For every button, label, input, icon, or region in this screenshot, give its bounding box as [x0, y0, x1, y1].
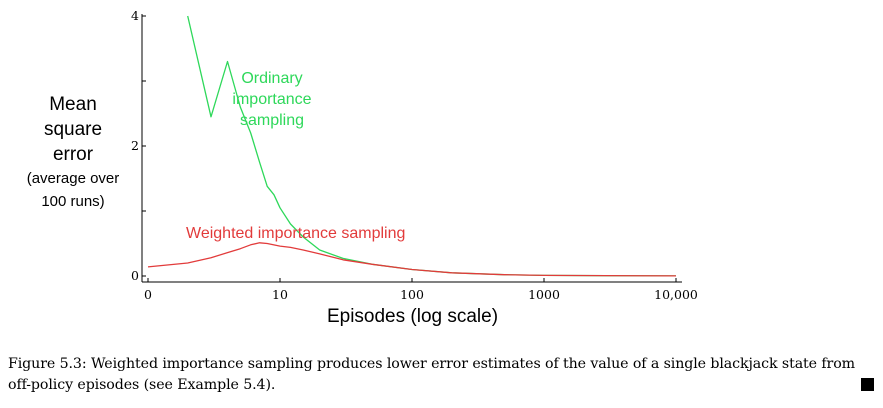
end-of-example-square — [861, 378, 874, 391]
y-tick-label-0: 0 — [131, 268, 139, 283]
x-tick-label-3: 1000 — [528, 287, 560, 302]
y-tick-label-2: 2 — [131, 138, 139, 153]
series-label-weighted-line-1: Weighted importance sampling — [186, 225, 406, 242]
x-tick-label-0: 0 — [144, 287, 152, 302]
series-label-ordinary: Ordinary importance sampling — [224, 68, 320, 131]
y-tick-label-4: 4 — [131, 8, 139, 23]
chart: 0 2 4 0 10 100 1000 10,000 — [131, 8, 698, 302]
x-tick-label-4: 10,000 — [654, 287, 698, 302]
series-label-ordinary-line-3: sampling — [239, 112, 305, 129]
x-axis-label: Episodes (log scale) — [326, 306, 499, 327]
y-axis-sublabel-line-1: (average over — [26, 170, 120, 187]
x-tick-label-1: 10 — [272, 287, 288, 302]
series-line-1 — [147, 242, 677, 277]
x-tick-label-2: 100 — [400, 287, 424, 302]
caption-label: Figure 5.3: — [8, 356, 87, 372]
series-layer — [147, 15, 677, 277]
series-label-weighted: Weighted importance sampling — [186, 223, 426, 244]
caption-text: Weighted importance sampling produces lo… — [8, 356, 855, 393]
axes: 0 2 4 0 10 100 1000 10,000 — [131, 8, 698, 302]
figure-caption: Figure 5.3: Weighted importance sampling… — [8, 354, 876, 396]
series-label-ordinary-line-1: Ordinary — [241, 70, 303, 87]
series-label-ordinary-line-2: importance — [232, 91, 312, 108]
y-axis-label: Mean square error (average over 100 runs… — [14, 92, 132, 213]
y-axis-label-line-3: error — [52, 144, 94, 165]
y-axis-label-line-1: Mean — [49, 94, 97, 115]
y-axis-label-line-2: square — [43, 119, 103, 140]
y-axis-sublabel-line-2: 100 runs) — [41, 193, 105, 210]
